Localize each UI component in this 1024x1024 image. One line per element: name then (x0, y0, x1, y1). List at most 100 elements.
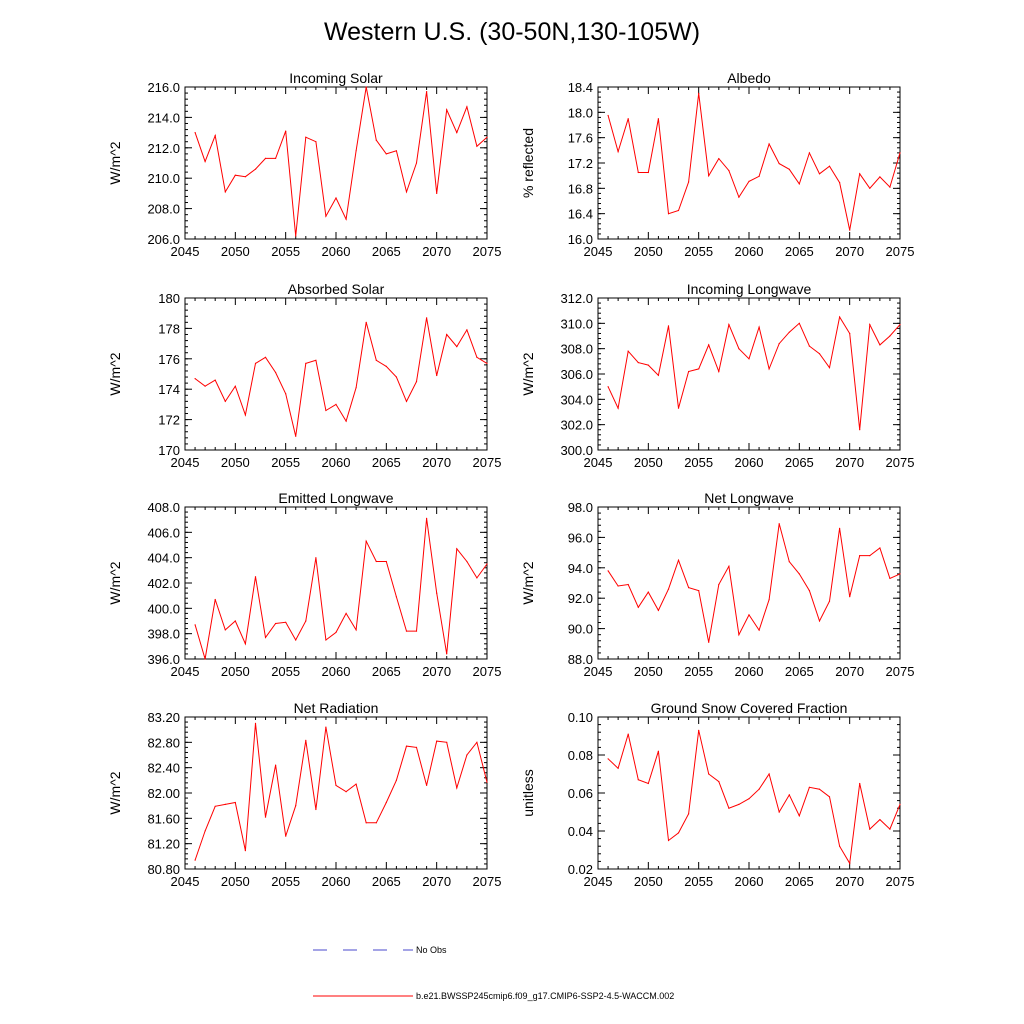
x-tick-label: 2050 (634, 244, 663, 259)
data-point (345, 420, 347, 422)
y-tick-label: 404.0 (147, 551, 180, 566)
data-point (476, 145, 478, 147)
y-tick-label: 96.0 (568, 530, 593, 545)
data-point (869, 555, 871, 557)
y-tick-label: 0.06 (568, 786, 593, 801)
data-point (204, 830, 206, 832)
data-point (446, 109, 448, 111)
data-point (677, 559, 680, 561)
data-point (365, 321, 367, 323)
x-tick-label: 2050 (221, 664, 250, 679)
data-point (355, 387, 357, 389)
x-tick-label: 2060 (322, 244, 351, 259)
data-point (617, 767, 619, 769)
plot-frame-net-longwave (597, 506, 901, 660)
y-tick-label: 398.0 (147, 627, 180, 642)
x-tick-label: 2070 (835, 664, 864, 679)
data-point (647, 364, 649, 366)
data-point (798, 322, 800, 324)
x-tick-label: 2070 (422, 874, 451, 889)
data-point (315, 141, 317, 143)
data-point (365, 822, 367, 824)
data-point (335, 197, 337, 199)
data-point (788, 794, 790, 796)
data-point (446, 333, 448, 336)
data-point (899, 324, 901, 326)
data-point (818, 788, 821, 790)
data-point (657, 750, 660, 752)
x-tick-label: 2065 (372, 244, 401, 259)
data-point (355, 150, 357, 152)
y-tick-label: 214.0 (147, 110, 180, 125)
data-point (264, 157, 267, 159)
panel-incoming-solar: Incoming Solar 206.0 208.0 210.0 212.0 214.0 2… (107, 70, 501, 259)
y-axis-label-net-longwave: W/m^2 (520, 561, 536, 604)
y-tick-label: 80.80 (147, 862, 180, 877)
data-point (244, 643, 246, 645)
y-tick-label: 0.08 (568, 748, 593, 763)
legend-label-no-obs: No Obs (416, 945, 447, 955)
data-point (214, 379, 216, 381)
data-point (285, 393, 287, 395)
y-axis-label-ground-snow-covered-fraction: unitless (520, 769, 536, 816)
data-point (768, 599, 770, 601)
data-point (698, 368, 700, 370)
y-tick-label: 83.20 (147, 710, 180, 725)
data-point (778, 811, 780, 813)
data-point (617, 151, 619, 153)
data-point (204, 160, 206, 163)
data-point (869, 828, 871, 830)
data-point (879, 176, 881, 178)
data-point (234, 620, 236, 622)
data-point (849, 229, 851, 231)
data-point (365, 540, 367, 542)
series-line-absorbed-solar (194, 317, 488, 437)
x-tick-label: 2050 (634, 455, 663, 470)
x-tick-label: 2055 (271, 455, 300, 470)
data-point (637, 779, 639, 781)
x-tick-label: 2075 (886, 455, 915, 470)
data-point (667, 213, 670, 215)
data-point (204, 658, 206, 660)
y-tick-label: 81.20 (147, 837, 180, 852)
x-tick-label: 2055 (684, 455, 713, 470)
data-point (698, 92, 700, 94)
data-point (335, 403, 337, 405)
data-point (778, 163, 780, 165)
data-point (375, 560, 377, 563)
data-point (859, 429, 861, 431)
data-point (204, 385, 206, 387)
y-tick-label: 212.0 (147, 141, 180, 156)
data-point (456, 346, 458, 348)
data-point (677, 832, 680, 834)
panel-incoming-longwave: Incoming Longwave 300.0 302.0 304.0 306.0 308… (520, 281, 914, 470)
x-tick-label: 2070 (422, 455, 451, 470)
data-point (295, 235, 297, 237)
data-point (325, 409, 327, 412)
y-tick-label: 16.0 (568, 232, 593, 247)
data-point (849, 862, 851, 864)
data-point (194, 624, 196, 626)
x-tick-label: 2075 (473, 244, 502, 259)
data-point (647, 171, 649, 174)
x-tick-label: 2045 (171, 874, 200, 889)
data-point (234, 801, 236, 804)
y-axis-label-albedo: % reflected (520, 128, 536, 198)
panel-title-incoming-longwave: Incoming Longwave (687, 281, 812, 297)
series-line-incoming-longwave (607, 315, 901, 430)
data-point (778, 523, 780, 525)
series-line-net-radiation (194, 723, 488, 861)
data-point (879, 819, 881, 821)
data-point (295, 435, 297, 437)
data-point (899, 152, 901, 154)
x-tick-label: 2065 (785, 244, 814, 259)
data-point (818, 620, 821, 622)
data-point (325, 639, 327, 641)
data-point (405, 191, 408, 193)
x-tick-label: 2070 (422, 664, 451, 679)
data-point (224, 803, 226, 806)
series-line-emitted-longwave (194, 518, 488, 660)
data-point (607, 570, 609, 572)
x-tick-label: 2075 (473, 874, 502, 889)
data-point (224, 400, 226, 402)
